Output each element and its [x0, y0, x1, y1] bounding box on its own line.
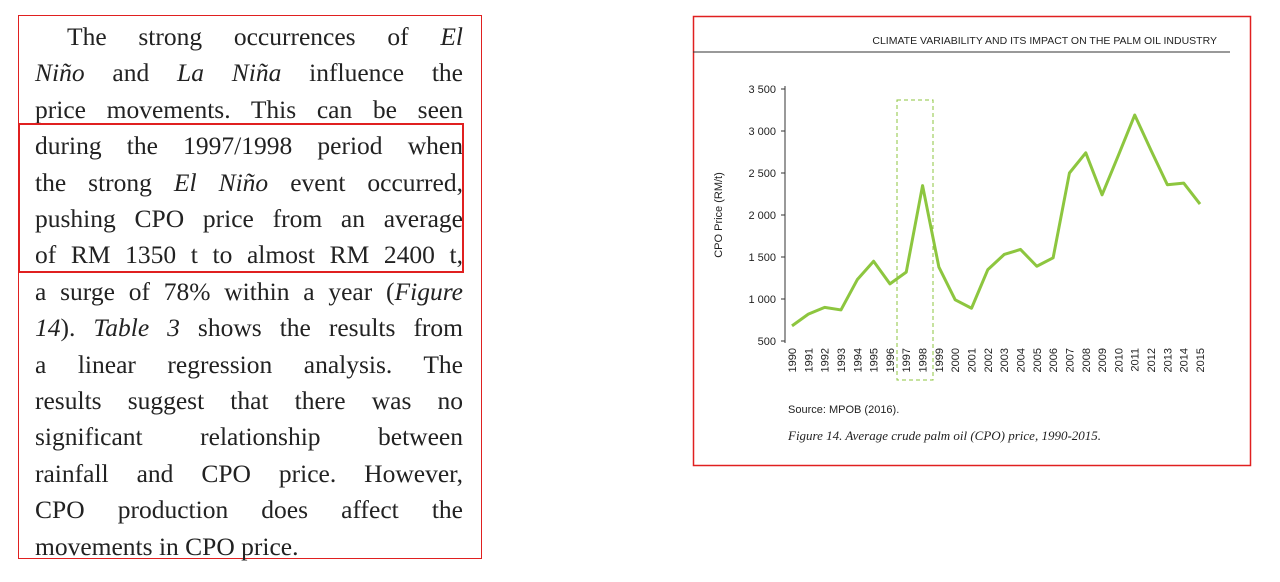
text-line: movements in CPO price.	[35, 529, 463, 565]
text-line: Niño and La Niña influence the	[35, 55, 463, 91]
text-span: pushing CPO price from an average	[35, 204, 463, 234]
text-span: CPO production does affect the	[35, 495, 463, 525]
x-tick-label: 2002	[983, 348, 995, 372]
text-span: a surge of 78% within a year (	[35, 276, 395, 306]
caption: Figure 14. Average crude palm oil (CPO) …	[787, 428, 1101, 443]
x-tick-label: 2014	[1179, 348, 1191, 372]
x-tick-label: 1996	[885, 348, 897, 372]
text-frame: The strong occurrences of El Niño and La …	[18, 15, 482, 561]
text-line: the strong El Niño event occurred,	[35, 165, 463, 201]
text-span: El	[440, 22, 463, 51]
text-line: price movements. This can be seen	[35, 92, 463, 128]
text-line: 14). Table 3 shows the results from	[35, 310, 463, 346]
x-tick-label: 2006	[1048, 348, 1060, 372]
x-tick-label: 1997	[901, 348, 913, 372]
text-line: The strong occurrences of El	[35, 19, 463, 55]
highlight-period	[896, 99, 934, 381]
x-tick-label: 1995	[869, 348, 881, 372]
source: Source: MPOB (2016).	[788, 404, 899, 416]
text-span: Figure	[394, 276, 463, 306]
text-line: of RM 1350 t to almost RM 2400 t,	[35, 237, 463, 273]
x-tick-label: 2015	[1195, 348, 1207, 372]
y-tick-label: 500	[758, 336, 776, 348]
x-tick-label: 2005	[1032, 348, 1044, 372]
x-tick-label: 1999	[934, 348, 946, 372]
y-axis-label: CPO Price (RM/t)	[713, 172, 725, 258]
paragraph: The strong occurrences of El Niño and La …	[35, 19, 463, 565]
x-tick-label: 2009	[1097, 348, 1109, 372]
x-tick-label: 1994	[852, 348, 864, 372]
text-span: influence the	[281, 58, 463, 88]
text-span: ).	[60, 313, 94, 343]
x-tick-label: 2011	[1130, 348, 1142, 372]
text-line: results suggest that there was no	[35, 383, 463, 419]
text-span: 14	[35, 313, 61, 343]
text-span: shows the results from	[179, 313, 464, 343]
text-span: event occurred,	[268, 167, 463, 197]
text-span: a linear regression analysis. The	[35, 349, 463, 379]
text-span: rainfall and CPO price. However,	[35, 458, 463, 488]
text-span: during the 1997/1998 period when	[35, 131, 463, 161]
x-tick-label: 1998	[918, 348, 930, 372]
text-span: price movements. This can be seen	[35, 94, 463, 124]
x-tick-label: 2013	[1162, 348, 1174, 372]
x-tick-label: 2001	[967, 348, 979, 372]
x-tick-label: 2007	[1064, 348, 1076, 372]
text-span: results suggest that there was no	[35, 386, 463, 416]
figure-frame	[692, 15, 1252, 467]
x-tick-label: 2010	[1113, 348, 1125, 372]
highlight-box	[18, 123, 464, 273]
y-tick-label: 3 000	[748, 126, 776, 138]
text-span: The strong occurrences of	[67, 22, 441, 51]
text-line: pushing CPO price from an average	[35, 201, 463, 237]
x-tick-label: 2012	[1146, 348, 1158, 372]
y-tick-label: 2 000	[748, 210, 776, 222]
text-span: La Niña	[177, 58, 282, 88]
text-line: CPO production does affect the	[35, 492, 463, 528]
text-span: Table 3	[93, 313, 180, 343]
price-line	[791, 113, 1202, 328]
y-tick-label: 2 500	[748, 168, 776, 180]
x-tick-label: 1993	[836, 348, 848, 372]
text-span: movements in CPO price.	[35, 531, 299, 561]
text-line: a surge of 78% within a year (Figure	[35, 274, 463, 310]
x-tick-label: 2003	[999, 348, 1011, 372]
text-span: Niño	[35, 58, 85, 88]
text-line: during the 1997/1998 period when	[35, 128, 463, 164]
text-span: of RM 1350 t to almost RM 2400 t,	[35, 240, 463, 270]
x-tick-label: 1991	[803, 348, 815, 372]
text-line: rainfall and CPO price. However,	[35, 456, 463, 492]
text-span: the strong	[35, 167, 174, 197]
x-tick-label: 2000	[950, 348, 962, 372]
text-line: significant relationship between	[35, 419, 463, 455]
x-tick-label: 1992	[820, 348, 832, 372]
x-tick-label: 1990	[787, 348, 799, 372]
text-line: a linear regression analysis. The	[35, 347, 463, 383]
header: CLIMATE VARIABILITY AND ITS IMPACT ON TH…	[872, 35, 1217, 47]
y-tick-label: 1 500	[748, 252, 776, 264]
y-tick-label: 3 500	[748, 84, 776, 96]
text-span: significant relationship between	[35, 422, 463, 452]
x-tick-label: 2008	[1081, 348, 1093, 372]
text-span: El Niño	[173, 167, 269, 197]
x-tick-label: 2004	[1015, 348, 1027, 372]
text-span: and	[84, 58, 178, 88]
y-tick-label: 1 000	[748, 294, 776, 306]
